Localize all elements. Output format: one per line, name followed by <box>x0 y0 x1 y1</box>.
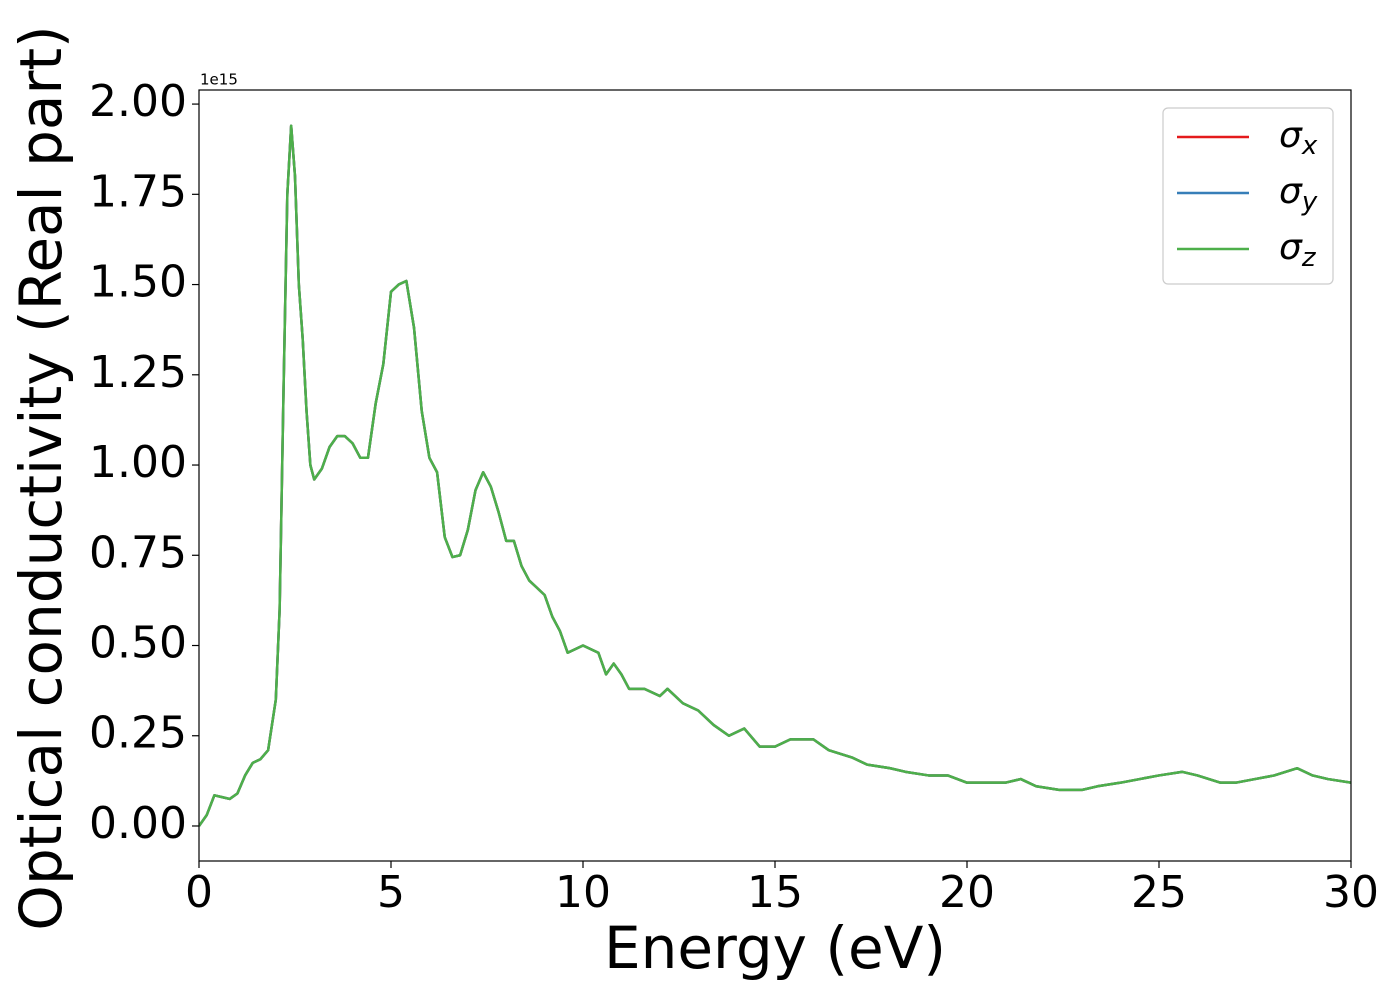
y-tick-label: 1.25 <box>89 347 187 398</box>
x-tick-label: 0 <box>185 867 213 918</box>
y-tick-label: 2.00 <box>89 76 187 127</box>
y-tick-label: 1.00 <box>89 437 187 488</box>
plot-frame <box>198 89 1352 862</box>
x-tick-label: 10 <box>555 867 611 918</box>
x-tick-label: 25 <box>1131 867 1187 918</box>
x-axis-label: Energy (eV) <box>604 914 946 982</box>
x-tick-label: 15 <box>747 867 803 918</box>
x-tick-label: 5 <box>377 867 405 918</box>
x-tick-label: 20 <box>939 867 995 918</box>
x-tick-label: 30 <box>1323 867 1379 918</box>
y-tick-label: 0.50 <box>89 618 187 669</box>
series-line <box>199 124 1351 827</box>
legend-label: σy <box>1279 171 1318 217</box>
y-tick-label: 0.25 <box>89 708 187 759</box>
y-offset-label: 1e15 <box>200 71 238 89</box>
y-tick-label: 1.50 <box>89 257 187 308</box>
legend-box <box>1162 107 1334 285</box>
legend-label: σz <box>1279 227 1317 273</box>
y-axis-label: Optical conductivity (Real part) <box>7 25 75 930</box>
y-tick-label: 1.75 <box>89 166 187 217</box>
legend-label: σx <box>1279 115 1318 161</box>
y-tick-label: 0.75 <box>89 527 187 578</box>
y-tick-label: 0.00 <box>89 798 187 849</box>
